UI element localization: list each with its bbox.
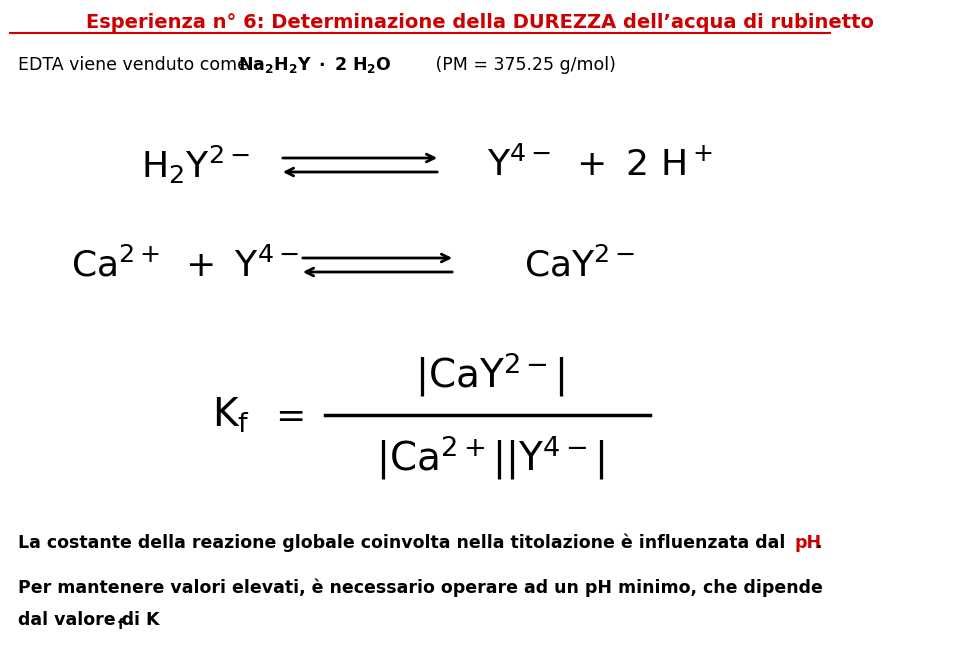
Text: $\rm Y^{4-}$$\rm\ +\ 2\ H^+$: $\rm Y^{4-}$$\rm\ +\ 2\ H^+$ <box>487 147 713 183</box>
Text: Esperienza n° 6: Determinazione della DUREZZA dell’acqua di rubinetto: Esperienza n° 6: Determinazione della DU… <box>86 13 874 32</box>
Text: $\rm \vert Ca^{2+}\vert\vert Y^{4-}\vert$: $\rm \vert Ca^{2+}\vert\vert Y^{4-}\vert… <box>375 434 604 482</box>
Text: Per mantenere valori elevati, è necessario operare ad un pH minimo, che dipende: Per mantenere valori elevati, è necessar… <box>18 579 823 597</box>
Text: $\rm \vert CaY^{2-}\vert$: $\rm \vert CaY^{2-}\vert$ <box>415 351 565 399</box>
Text: $=$: $=$ <box>268 398 303 432</box>
Text: (PM = 375.25 g/mol): (PM = 375.25 g/mol) <box>430 56 616 74</box>
Text: La costante della reazione globale coinvolta nella titolazione è influenzata dal: La costante della reazione globale coinv… <box>18 534 791 552</box>
Text: .: . <box>127 611 133 629</box>
Text: $\rm K_f$: $\rm K_f$ <box>212 395 250 435</box>
Text: f: f <box>118 618 124 632</box>
Text: .: . <box>815 534 822 552</box>
Text: $\rm\bf Na_2H_2Y\ \cdot\ 2\ H_2O$: $\rm\bf Na_2H_2Y\ \cdot\ 2\ H_2O$ <box>238 55 392 75</box>
Text: $\rm Ca^{2+}\ +\ Y^{4-}$: $\rm Ca^{2+}\ +\ Y^{4-}$ <box>71 247 299 283</box>
Text: $\rm H_2Y^{2-}$: $\rm H_2Y^{2-}$ <box>141 144 250 186</box>
Text: pH: pH <box>795 534 822 552</box>
Text: EDTA viene venduto come: EDTA viene venduto come <box>18 56 253 74</box>
Text: $\rm CaY^{2-}$: $\rm CaY^{2-}$ <box>524 247 636 283</box>
Text: dal valore di K: dal valore di K <box>18 611 159 629</box>
